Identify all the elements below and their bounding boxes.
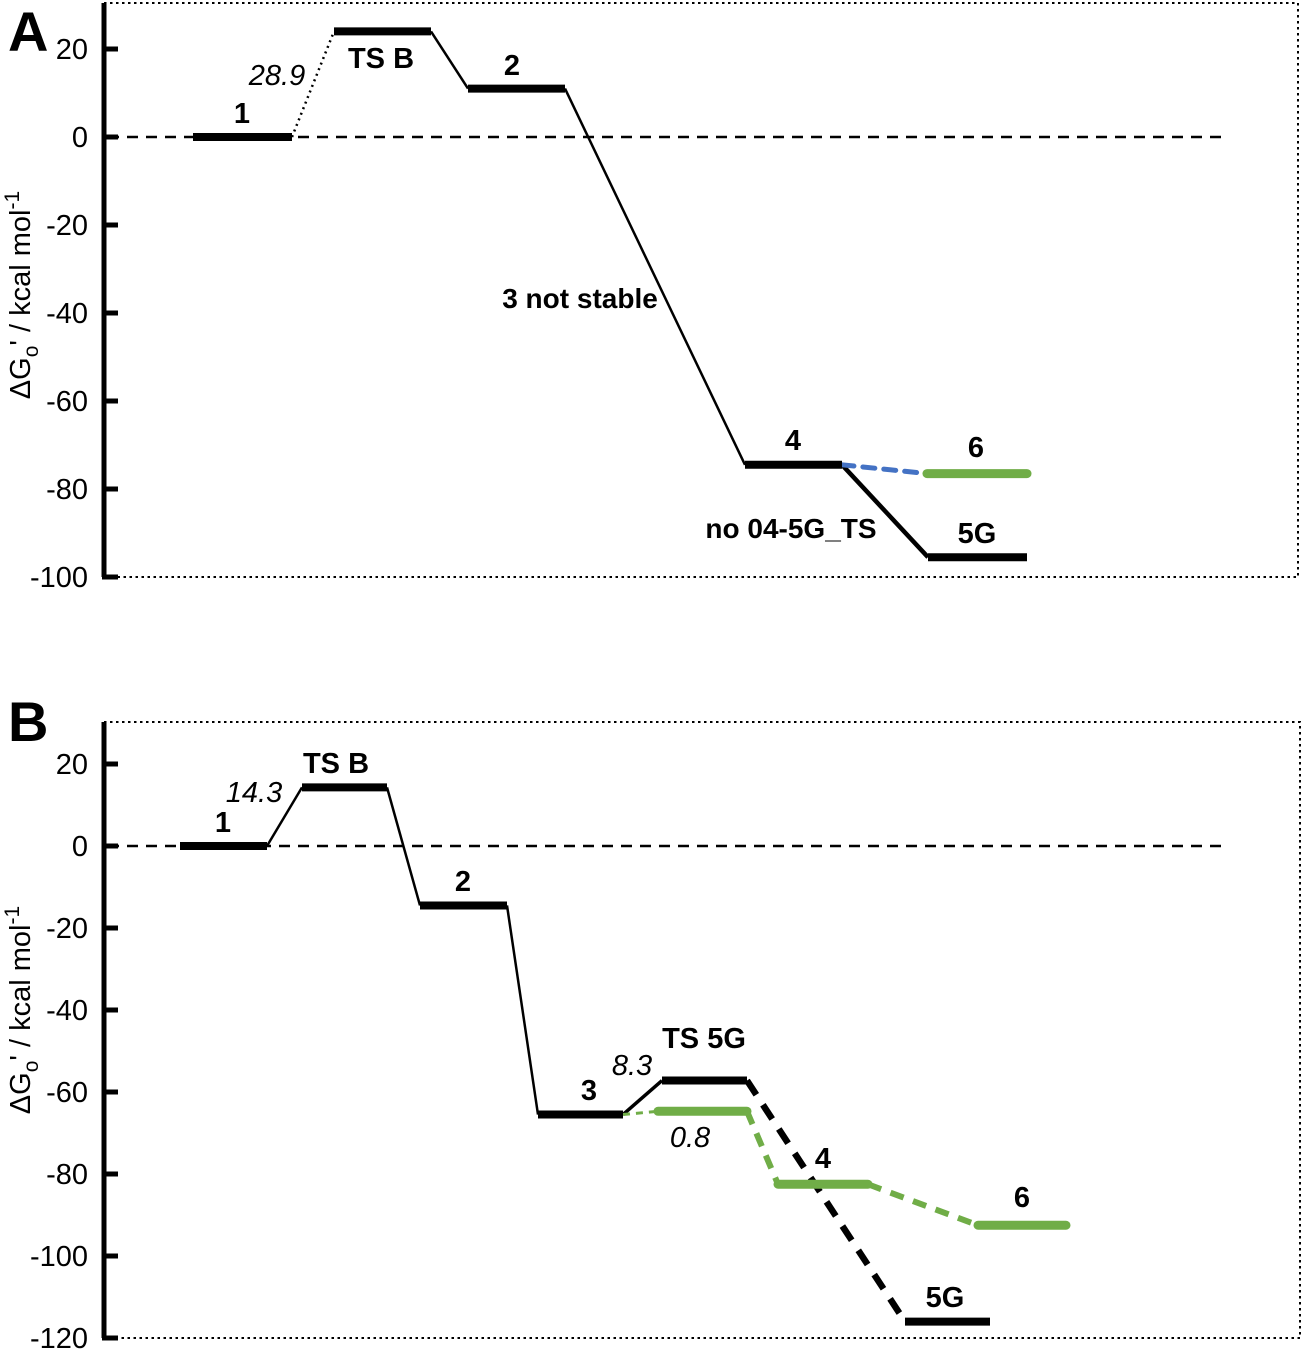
level-label-1-b: 1 <box>215 807 231 839</box>
level-label-TS B-b: TS B <box>303 748 369 780</box>
connector-1-a <box>429 30 470 90</box>
y-tick-label-a: -80 <box>46 474 88 506</box>
y-tick-label-b: -120 <box>30 1323 88 1349</box>
level-label-5G-b: 5G <box>926 1282 965 1314</box>
plot-frame-a <box>104 2 1299 578</box>
level-label-4-b: 4 <box>815 1143 831 1175</box>
y-tick-label-a: -20 <box>46 210 88 242</box>
level-label-1-a: 1 <box>234 98 250 130</box>
panel-a-letter: A <box>8 0 49 63</box>
connector-2-a <box>563 88 747 466</box>
y-tick-label-a: -60 <box>46 386 88 418</box>
annotation-1-b: 8.3 <box>612 1050 652 1082</box>
y-tick-label-a: -100 <box>30 562 88 594</box>
connector-1-b <box>385 787 422 906</box>
connector-2-b <box>505 905 540 1115</box>
level-label-6-a: 6 <box>968 432 984 464</box>
connector-4-a <box>839 462 930 477</box>
y-axis-title-b: ΔGo' / kcal mol-1 <box>1 906 43 1114</box>
annotation-2-a: no 04-5G_TS <box>705 513 876 544</box>
level-label-4-a: 4 <box>785 425 801 457</box>
y-tick-label-b: 0 <box>72 831 88 863</box>
connector-5-b <box>744 1078 908 1324</box>
connector-4-b <box>622 1109 659 1117</box>
y-tick-label-b: -100 <box>30 1241 88 1273</box>
level-label-TS B-a: TS B <box>348 43 414 75</box>
y-tick-label-b: -80 <box>46 1159 88 1191</box>
connector-0-b <box>265 786 304 847</box>
level-label-2-a: 2 <box>504 50 520 82</box>
connector-6-b <box>744 1110 781 1186</box>
connector-3-a <box>840 463 930 559</box>
connector-3-b <box>621 1079 664 1116</box>
y-axis-title-a: ΔGo' / kcal mol-1 <box>1 191 43 399</box>
level-label-2-b: 2 <box>455 866 471 898</box>
y-tick-label-a: 20 <box>56 34 88 66</box>
level-label-6-b: 6 <box>1014 1182 1030 1214</box>
annotation-1-a: 3 not stable <box>502 283 658 314</box>
level-label-TS 5G-b: TS 5G <box>662 1023 746 1055</box>
connector-0-a <box>290 30 336 138</box>
y-tick-label-b: -20 <box>46 913 88 945</box>
connector-7-b <box>866 1181 980 1229</box>
y-tick-label-a: 0 <box>72 122 88 154</box>
annotation-2-b: 0.8 <box>670 1122 710 1154</box>
annotation-0-a: 28.9 <box>248 60 305 92</box>
y-tick-label-b: -40 <box>46 995 88 1027</box>
level-label-3-b: 3 <box>581 1075 597 1107</box>
y-tick-label-b: 20 <box>56 749 88 781</box>
level-label-5G-a: 5G <box>958 518 997 550</box>
y-tick-label-b: -60 <box>46 1077 88 1109</box>
panel-b-letter: B <box>8 690 49 753</box>
annotation-0-b: 14.3 <box>226 777 282 809</box>
y-tick-label-a: -40 <box>46 298 88 330</box>
